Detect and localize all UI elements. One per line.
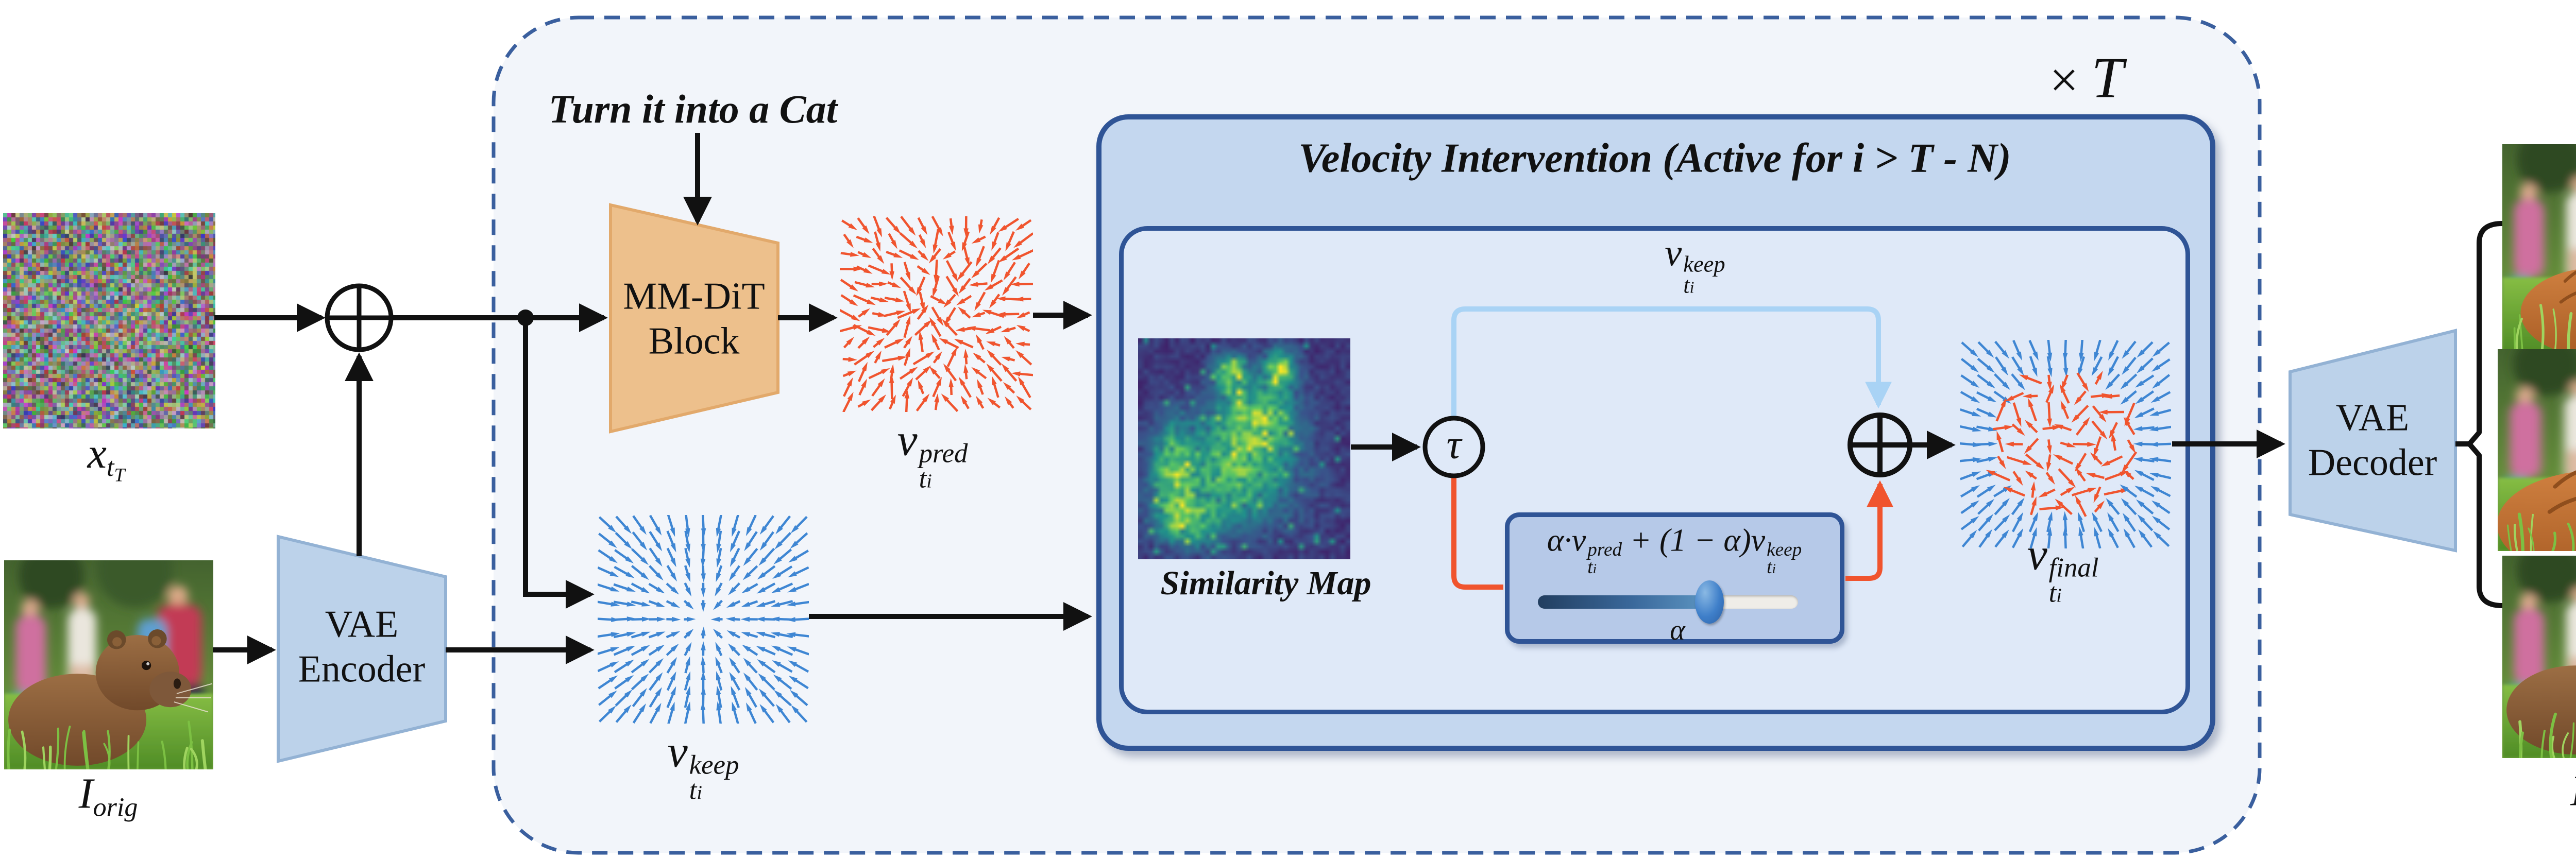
mmdit-label: MM-DiT Block <box>623 274 765 365</box>
alpha-slider-track <box>1538 595 1798 609</box>
output-image-1 <box>2502 144 2576 353</box>
vae-encoder-block <box>277 535 447 763</box>
arrow-branch-to-keepfield <box>523 318 595 609</box>
vae-encoder-line2: Encoder <box>298 648 426 691</box>
alpha-slider-fill <box>1538 595 1709 609</box>
tau-node <box>1422 416 1485 478</box>
times-symbol: × <box>2049 51 2079 109</box>
output-image-2 <box>2498 349 2576 551</box>
loop-T: T <box>2091 46 2124 110</box>
final-velocity-field <box>1959 339 2172 549</box>
vae-decoder-line1: VAE <box>2335 397 2410 439</box>
vae-encoder-label: VAE Encoder <box>298 603 426 693</box>
alpha-slider-label: α <box>1670 614 1685 646</box>
v-pred-label: v pred ti <box>897 415 968 494</box>
similarity-map-image <box>1138 338 1350 559</box>
loop-count-label: × T <box>2049 45 2124 112</box>
velocity-box-title: Velocity Intervention (Active for i > T … <box>1298 135 2011 181</box>
x-input-label: xtT <box>87 429 125 486</box>
branch-dot <box>517 310 534 326</box>
vae-decoder-line2: Decoder <box>2308 442 2437 484</box>
mmdit-label-line1: MM-DiT <box>623 275 765 318</box>
keep-bypass-path <box>1451 306 1892 417</box>
formula-v-pred: v pred ti <box>1571 523 1622 578</box>
similarity-map-label: Similarity Map <box>1160 564 1371 602</box>
prompt-text: Turn it into a Cat <box>548 87 838 131</box>
v-keep-label: v keep ti <box>667 727 739 805</box>
output-brace <box>2467 221 2503 608</box>
keep-velocity-field <box>597 514 810 725</box>
input-original-image <box>4 560 213 769</box>
vae-decoder-label: VAE Decoder <box>2308 396 2437 486</box>
sum2-icon <box>1848 413 1912 477</box>
v-keep-bypass-label: v keep ti <box>1665 232 1725 298</box>
v-final-label: v final ti <box>2027 529 2099 608</box>
predicted-velocity-field <box>837 215 1036 414</box>
formula-v-keep: v keep ti <box>1751 523 1802 578</box>
tau-symbol: τ <box>1446 422 1462 468</box>
formula-to-sum2-path <box>1845 480 1893 581</box>
blend-formula-box <box>1505 512 1844 644</box>
flow-wires <box>213 133 2503 664</box>
alpha-slider-thumb <box>1695 580 1724 624</box>
vae-encoder-line1: VAE <box>325 603 399 646</box>
output-image-3 <box>2502 556 2576 758</box>
formula-pre: α· <box>1547 523 1572 558</box>
blend-formula: α·v pred ti + (1 − α)v keep ti <box>1547 522 1802 578</box>
i-orig-label: Iorig <box>78 769 138 822</box>
tau-to-formula-path <box>1451 477 1503 590</box>
i-edit-label: Iedit <box>2570 766 2576 820</box>
vae-decoder-block <box>2289 329 2457 553</box>
sum-icon <box>325 283 394 352</box>
formula-mid: + (1 − α) <box>1622 523 1751 558</box>
mmdit-block <box>609 203 779 434</box>
mmdit-label-line2: Block <box>648 320 740 363</box>
input-noise-image <box>3 213 215 428</box>
